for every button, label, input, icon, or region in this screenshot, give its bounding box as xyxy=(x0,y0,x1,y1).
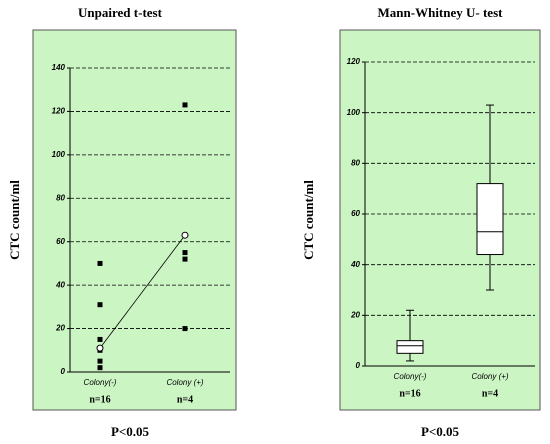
mean-point xyxy=(96,344,104,352)
y-tick-label: 20 xyxy=(55,324,65,333)
mean-line xyxy=(99,234,186,349)
n-label: n=4 xyxy=(482,388,498,399)
data-point xyxy=(182,326,188,332)
y-tick-label: 0 xyxy=(61,367,66,376)
y-axis-label: CTC count/ml xyxy=(301,180,316,260)
n-label: n=16 xyxy=(399,388,420,399)
y-tick-label: 60 xyxy=(351,209,360,218)
y-tick-label: 40 xyxy=(350,260,360,269)
y-tick-label: 140 xyxy=(52,63,66,72)
y-tick-label: 20 xyxy=(350,310,360,319)
data-point xyxy=(97,336,103,342)
data-point xyxy=(97,358,103,364)
x-tick-label: Colony (+) xyxy=(166,378,203,387)
data-point xyxy=(97,302,103,308)
chart-title: Unpaired t-test xyxy=(78,5,163,20)
y-tick-label: 60 xyxy=(56,237,65,246)
x-tick-label: Colony (+) xyxy=(471,372,508,381)
footer: P<0.05 xyxy=(111,424,150,439)
y-tick-label: 100 xyxy=(347,108,361,117)
box xyxy=(476,183,504,256)
n-label: n=16 xyxy=(89,394,110,405)
y-tick-label: 40 xyxy=(55,280,65,289)
data-point xyxy=(182,256,188,262)
n-label: n=4 xyxy=(177,394,193,405)
y-axis-label: CTC count/ml xyxy=(7,180,22,260)
y-tick-label: 0 xyxy=(356,361,361,370)
footer: P<0.05 xyxy=(421,424,460,439)
x-tick-label: Colony(-) xyxy=(84,378,117,387)
y-tick-label: 80 xyxy=(351,158,360,167)
y-tick-label: 100 xyxy=(52,150,66,159)
data-point xyxy=(182,102,188,108)
data-point xyxy=(182,250,188,256)
y-tick-label: 120 xyxy=(52,107,66,116)
panel xyxy=(32,29,237,411)
y-tick-label: 80 xyxy=(56,193,65,202)
box xyxy=(396,340,424,354)
chart-title: Mann-Whitney U- test xyxy=(378,5,504,20)
data-point xyxy=(97,260,103,266)
mean-point xyxy=(181,231,189,239)
y-tick-label: 120 xyxy=(347,57,361,66)
data-point xyxy=(97,365,103,371)
panel xyxy=(339,29,541,411)
x-tick-label: Colony(-) xyxy=(394,372,427,381)
